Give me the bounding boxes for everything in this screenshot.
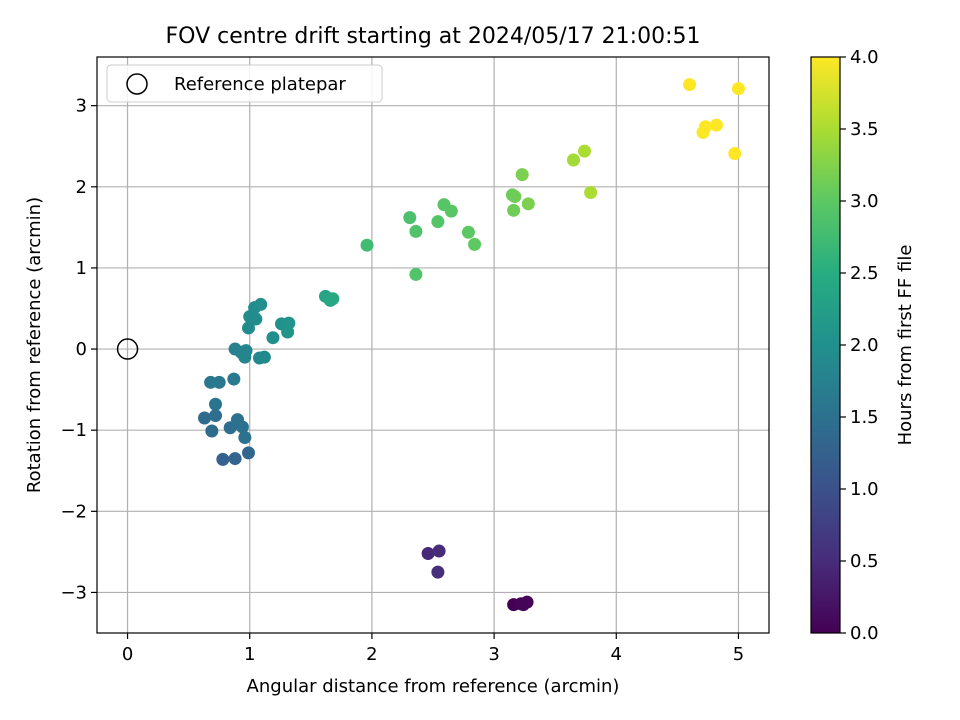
chart-title: FOV centre drift starting at 2024/05/17 … [166,24,701,49]
y-tick-label: 2 [76,177,87,198]
data-point [409,224,423,238]
data-point [238,350,252,364]
data-point [228,452,242,466]
colorbar-ticks: 0.0 0.5 1.0 1.5 2.0 2.5 3.0 3.5 4.0 [840,47,879,644]
colorbar-tick-label: 2.5 [850,263,879,284]
data-point [709,118,723,132]
x-axis-label: Angular distance from reference (arcmin) [247,676,620,697]
reference-platepar-marker [116,338,139,360]
data-point [209,409,223,423]
x-tick-label: 4 [611,644,622,665]
colorbar-tick-label: 1.0 [850,479,879,500]
x-axis-ticks: 0 1 2 3 4 5 [122,633,744,665]
data-point [444,204,458,218]
data-point [683,78,697,92]
colorbar [811,57,840,633]
data-point [515,168,529,182]
data-point [242,446,256,460]
data-point [421,546,435,560]
data-point [584,185,598,199]
x-tick-label: 3 [488,644,499,665]
data-point [409,267,423,281]
colorbar-tick-label: 2.0 [850,335,879,356]
data-point [205,424,219,438]
data-point [254,297,268,311]
data-point [432,544,446,558]
data-point [227,372,241,386]
data-point [521,197,535,211]
y-tick-label: −2 [60,501,87,522]
y-tick-label: 3 [76,96,87,117]
y-axis-ticks: −3 −2 −1 0 1 2 3 [60,96,97,603]
y-tick-label: −3 [60,582,87,603]
legend-marker-open-circle [126,73,148,95]
data-point [242,321,256,335]
data-point [431,565,445,579]
colorbar-tick-label: 0.5 [850,551,879,572]
data-point [567,153,581,167]
data-point [403,211,417,225]
y-tick-label: 1 [76,258,87,279]
legend-entry-reference-platepar: Reference platepar [174,74,346,95]
data-point [281,325,295,339]
legend-box [106,64,383,103]
data-point [514,597,528,611]
data-point [578,144,592,158]
data-point [431,215,445,229]
plot-frame [96,56,770,634]
data-point [235,420,249,434]
data-point [360,238,374,252]
data-point [209,397,223,411]
data-point [731,82,745,96]
data-point [249,312,263,326]
data-point [326,292,340,306]
colorbar-label: Hours from first FF file [895,245,916,446]
legend: Reference platepar [106,64,383,103]
data-point [198,411,212,425]
x-tick-label: 1 [244,644,255,665]
x-tick-label: 5 [733,644,744,665]
data-point [238,430,252,444]
data-points [198,78,745,612]
data-point [468,237,482,251]
y-tick-label: −1 [60,420,87,441]
grid [97,57,769,633]
data-point [216,452,230,466]
colorbar-tick-label: 3.5 [850,119,879,140]
data-point [257,350,271,364]
colorbar-tick-label: 0.0 [850,623,879,644]
data-point [728,147,742,161]
data-point [212,375,226,389]
y-tick-label: 0 [76,339,87,360]
data-point [507,203,521,217]
x-tick-label: 2 [366,644,377,665]
data-point [698,120,712,134]
x-tick-label: 0 [122,644,133,665]
data-point [508,190,522,204]
colorbar-tick-label: 4.0 [850,47,879,68]
colorbar-tick-label: 3.0 [850,191,879,212]
colorbar-tick-label: 1.5 [850,407,879,428]
y-axis-label: Rotation from reference (arcmin) [24,197,45,493]
data-point [461,225,475,239]
data-point [266,331,280,345]
